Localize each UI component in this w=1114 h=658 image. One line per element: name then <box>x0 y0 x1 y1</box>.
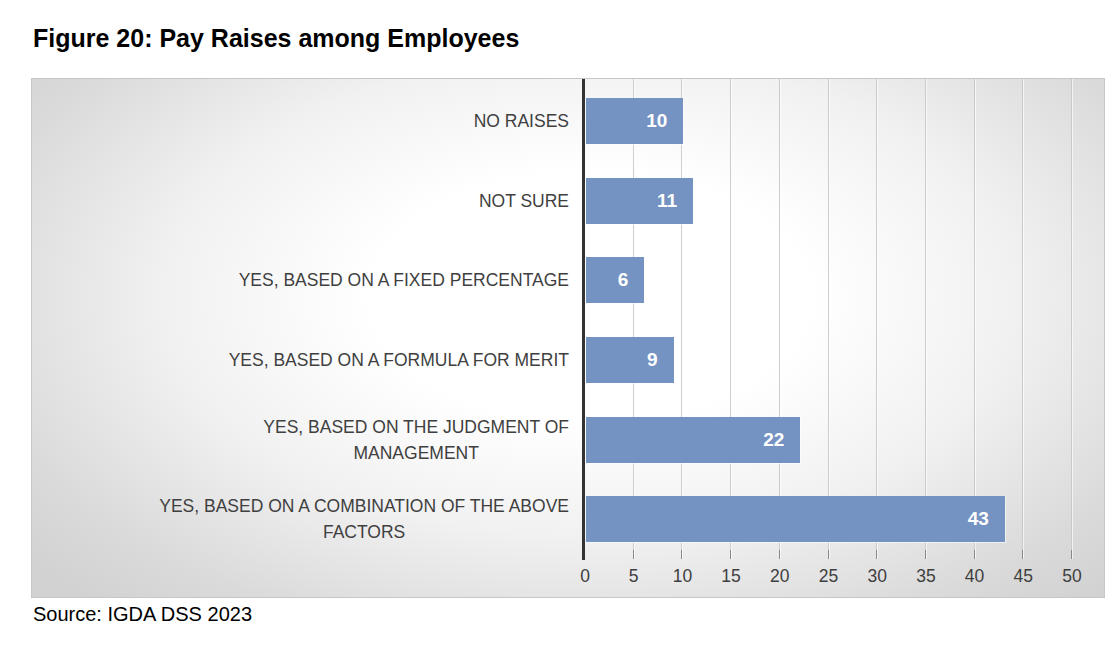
category-label-text: YES, BASED ON THE JUDGMENT OFMANAGEMENT <box>263 414 569 466</box>
bar: 10 <box>586 98 683 144</box>
category-label: YES, BASED ON A COMBINATION OF THE ABOVE… <box>32 493 582 545</box>
bar-value-label: 9 <box>647 349 658 371</box>
figure-title: Figure 20: Pay Raises among Employees <box>33 24 519 53</box>
category-label: NOT SURE <box>32 188 582 214</box>
bar-track: 11 <box>582 161 1104 241</box>
bar-value-label: 22 <box>763 429 784 451</box>
category-label: YES, BASED ON THE JUDGMENT OFMANAGEMENT <box>32 414 582 466</box>
bar: 9 <box>586 337 674 383</box>
category-row: YES, BASED ON THE JUDGMENT OFMANAGEMENT 2… <box>32 400 1104 480</box>
bar-value-label: 11 <box>657 190 677 212</box>
category-row: YES, BASED ON A FORMULA FOR MERIT 9 <box>32 320 1104 400</box>
category-label-text: YES, BASED ON A FORMULA FOR MERIT <box>229 347 569 373</box>
y-axis-line <box>582 79 585 560</box>
bar-track: 22 <box>582 400 1104 480</box>
category-row: NO RAISES 10 <box>32 81 1104 161</box>
bar-value-label: 10 <box>646 110 667 132</box>
category-label: YES, BASED ON A FIXED PERCENTAGE <box>32 267 582 293</box>
category-label-text: NOT SURE <box>479 188 569 214</box>
category-label: NO RAISES <box>32 108 582 134</box>
bar-track: 43 <box>582 479 1104 559</box>
x-tick-label: 50 <box>1042 566 1102 587</box>
bar: 11 <box>586 178 693 224</box>
category-label: YES, BASED ON A FORMULA FOR MERIT <box>32 347 582 373</box>
bar: 43 <box>586 496 1005 542</box>
category-label-text: YES, BASED ON A COMBINATION OF THE ABOVE… <box>159 493 569 545</box>
chart-area: NO RAISES 10 NOT SURE 11 YES, BASED ON A FIX… <box>31 78 1105 598</box>
category-label-text: NO RAISES <box>474 108 569 134</box>
bar-track: 10 <box>582 81 1104 161</box>
bar-track: 6 <box>582 240 1104 320</box>
source-note: Source: IGDA DSS 2023 <box>33 603 252 626</box>
category-row: YES, BASED ON A FIXED PERCENTAGE 6 <box>32 240 1104 320</box>
x-axis-tick-labels: 05101520253035404550 <box>32 566 1104 592</box>
category-row: YES, BASED ON A COMBINATION OF THE ABOVE… <box>32 479 1104 559</box>
category-label-text: YES, BASED ON A FIXED PERCENTAGE <box>239 267 569 293</box>
bar-rows: NO RAISES 10 NOT SURE 11 YES, BASED ON A FIX… <box>32 81 1104 559</box>
bar-value-label: 6 <box>618 269 629 291</box>
bar: 6 <box>586 257 644 303</box>
bar-track: 9 <box>582 320 1104 400</box>
bar-value-label: 43 <box>968 508 989 530</box>
bar: 22 <box>586 417 800 463</box>
category-row: NOT SURE 11 <box>32 161 1104 241</box>
